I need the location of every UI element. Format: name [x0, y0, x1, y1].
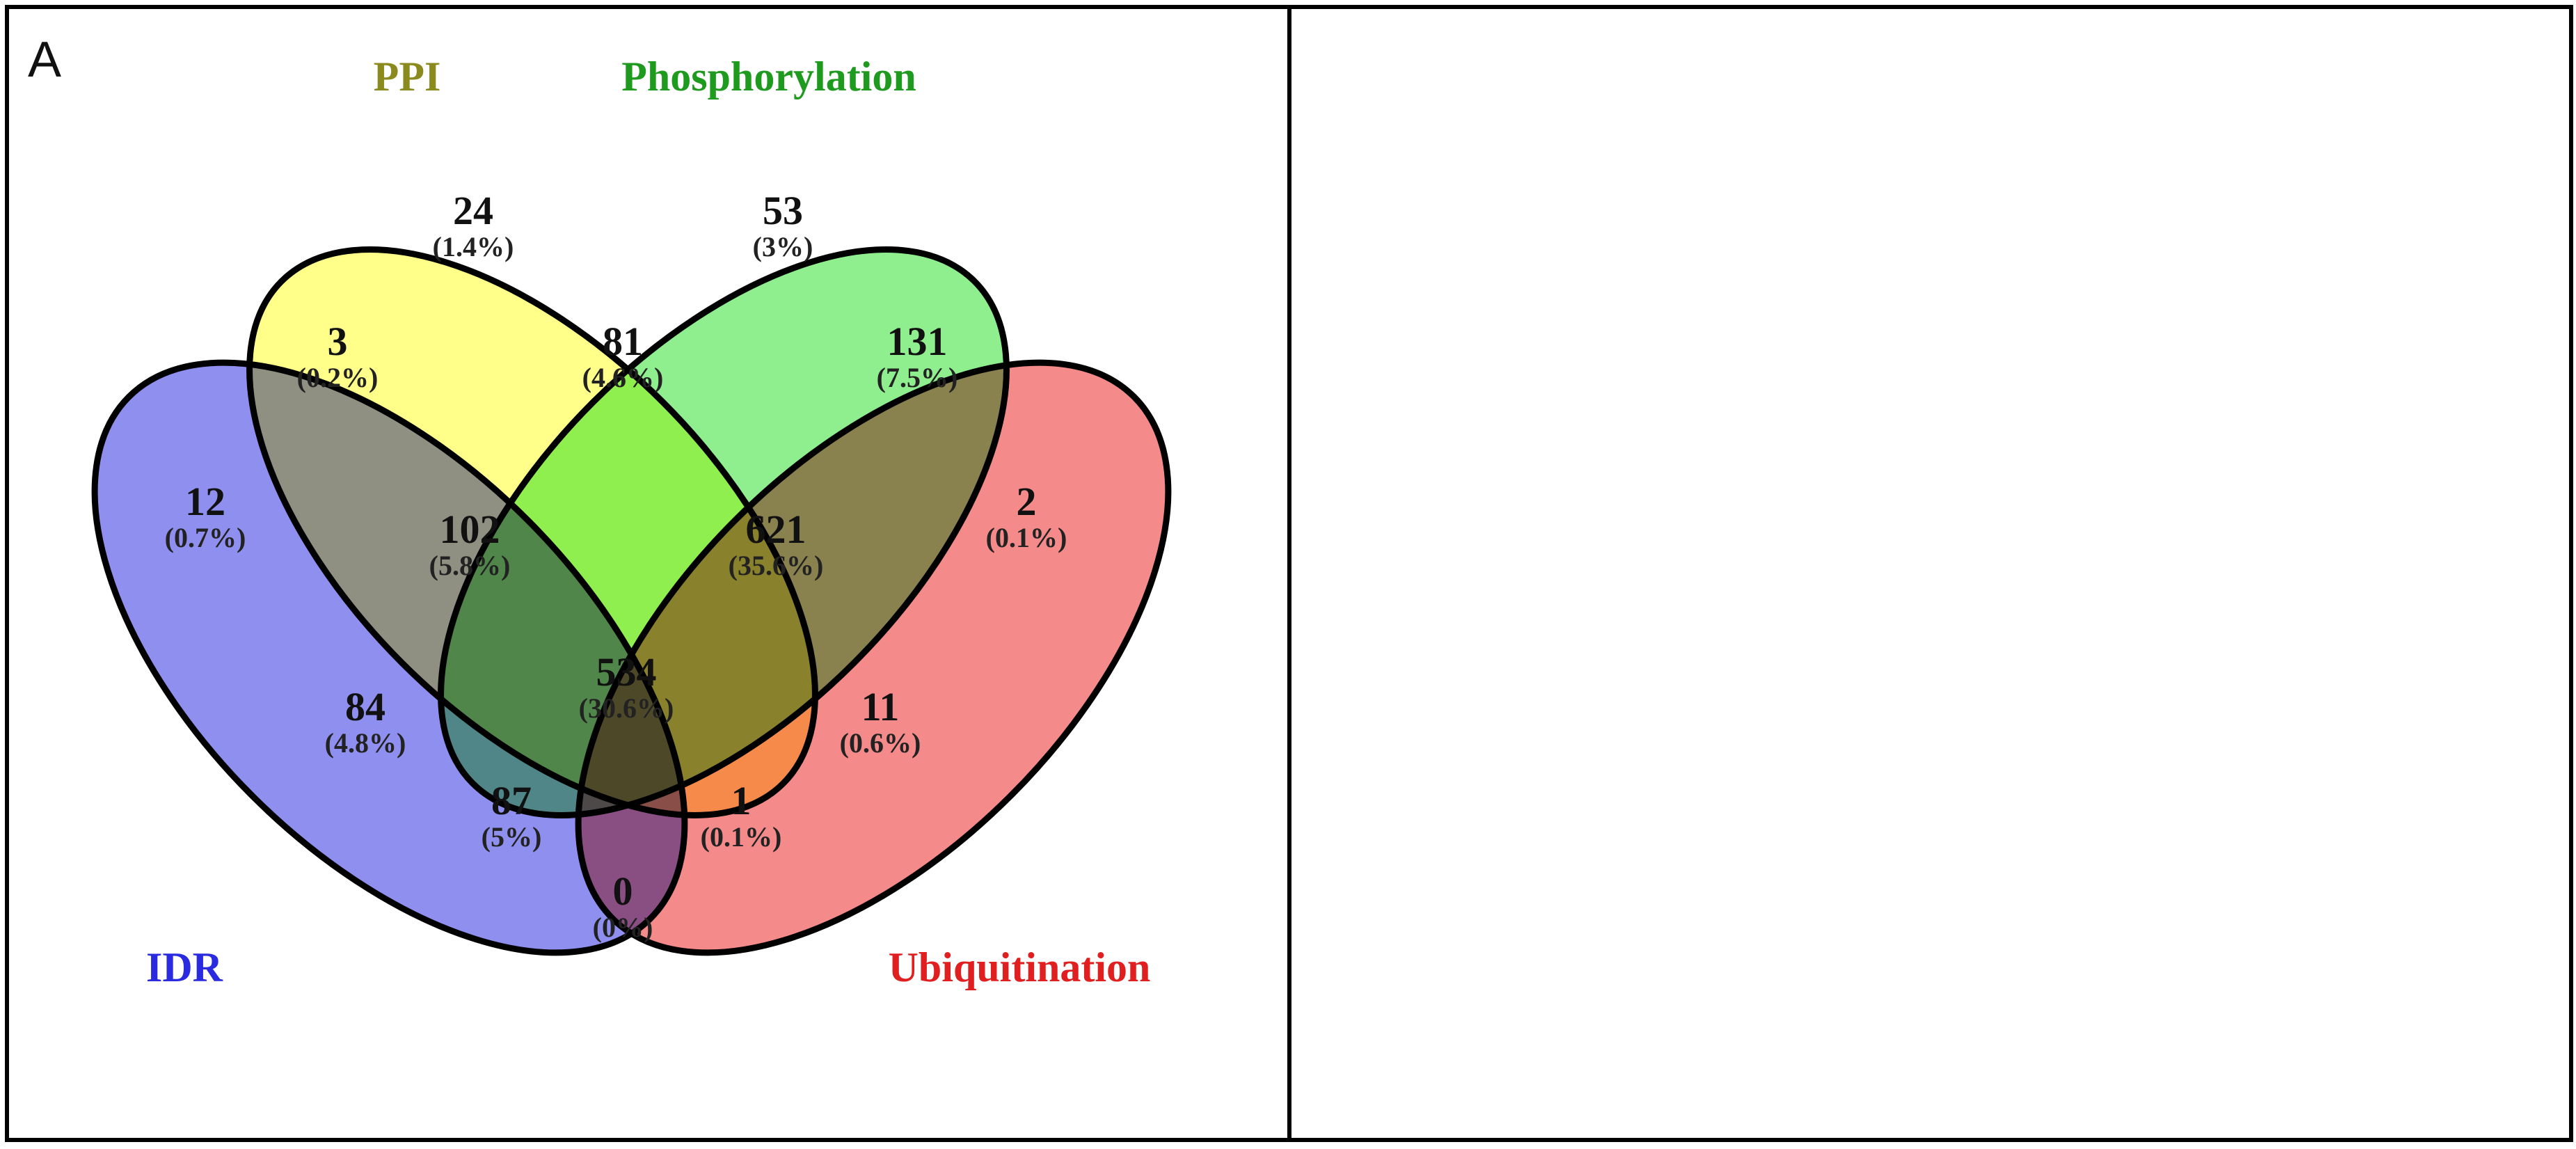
- panel-b-region-idr-only-percent: (7.3%): [1447, 522, 1529, 553]
- panel-a-region-phos-ubiq-count: 131: [887, 319, 948, 364]
- panel-a-phosphorylation-set-ellipse-outline: [438, 246, 1010, 818]
- panel-b-ubiquitination-set-ellipse-outline: [1757, 259, 2554, 1056]
- panel-a-region-idr-ppi-phos-count: 102: [440, 507, 500, 552]
- panel-a-ubiquitination-set-ellipse: [578, 363, 1168, 953]
- panel-b-region-ubiq-only-percent: (0.9%): [2268, 522, 2350, 553]
- panel-b-phos-set-label: Phosphorylation: [1904, 54, 2198, 100]
- panel-b-region-all-four-percent: (19.5%): [1861, 692, 1957, 724]
- panel-a-region-ppi-phos-ubiq-count: 621: [746, 507, 806, 552]
- panel-a-region-phos-only-percent: (3%): [753, 231, 813, 262]
- panel-a-region-idr-only-percent: (0.7%): [165, 522, 246, 553]
- panel-a-region-idr-ppi-ubiq-percent: (0.1%): [701, 821, 782, 853]
- panel-a-region-ppi-only-count: 24: [453, 188, 493, 233]
- panel-b-ppi-set-ellipse-outline: [1433, 151, 2196, 914]
- panel-b-region-ppi-ubiq-count: 276: [2133, 684, 2193, 729]
- panel-a-region-ppi-only-percent: (1.4%): [433, 231, 514, 262]
- panel-a-region-idr-ppi-ubiq-count: 1: [731, 778, 752, 823]
- panel-b-region-idr-ppi-ubiq-count: 53: [2003, 778, 2044, 823]
- panel-a-region-idr-ppi-count: 3: [328, 319, 348, 364]
- panel-a-region-ppi-phos-percent: (4.6%): [582, 362, 664, 393]
- panel-a-region-ubiq-only-count: 2: [1017, 479, 1037, 524]
- panel-b-region-idr-ubiq-count: 50: [1885, 869, 1925, 914]
- panel-b-region-phos-ubiq-percent: (5.6%): [2159, 362, 2241, 393]
- panel-a-region-ppi-ubiq-count: 11: [861, 684, 900, 729]
- panel-a-region-ppi-phos-ubiq-percent: (35.6%): [729, 550, 824, 581]
- panel-b-region-ppi-phos-percent: (8%): [1875, 362, 1936, 393]
- panel-b-region-idr-phos-ubiq-count: 1014: [1754, 778, 1834, 823]
- panel-a-region-ppi-ubiq-percent: (0.6%): [840, 727, 921, 759]
- panel-a-region-phos-ubiq-percent: (7.5%): [877, 362, 958, 393]
- panel-b-region-idr-ppi-ubiq-percent: (0.3%): [1983, 821, 2065, 853]
- panel-b-ubiquitination-set-ellipse: [1757, 259, 2554, 1056]
- panel-b-region-ppi-phos-ubiq-percent: (14.7%): [2011, 550, 2106, 581]
- panel-b-region-idr-ppi-count: 182: [1590, 319, 1651, 364]
- panel-b-letter: B: [1310, 32, 1344, 88]
- panel-b-region-ppi-phos-count: 1325: [1865, 319, 1946, 364]
- panel-a-region-idr-phos-ubiq-count: 87: [491, 778, 532, 823]
- panel-b-idr-set-label: IDR: [1429, 944, 1506, 990]
- panel-a-region-idr-phos-percent: (4.8%): [325, 727, 406, 759]
- panel-a-ubiq-set-label: Ubiquitination: [889, 944, 1151, 990]
- panel-b-phosphorylation-set-ellipse: [1625, 151, 2387, 914]
- panel-b-region-ppi-only-count: 595: [1726, 188, 1786, 233]
- panel-b-region-phos-only-percent: (12.5%): [2018, 231, 2113, 262]
- panel-b-ppi-set-ellipse: [1433, 151, 2196, 914]
- panel-a-region-idr-ppi-phos-percent: (5.8%): [429, 550, 511, 581]
- panel-b-region-idr-ppi-phos-count: 1237: [1712, 507, 1792, 552]
- panel-b-region-idr-ppi-phos-percent: (7.5%): [1712, 550, 1793, 581]
- panel-b-region-ppi-ubiq-percent: (1.7%): [2122, 727, 2204, 759]
- panel-a-phos-set-label: Phosphorylation: [621, 54, 916, 100]
- panel-b-idr-set-ellipse-outline: [1273, 259, 2071, 1056]
- panel-b-phosphorylation-set-ellipse-outline: [1625, 151, 2387, 914]
- panel-b-region-ppi-only-percent: (3.6%): [1715, 231, 1797, 262]
- panel-b-region-phos-ubiq-count: 934: [2170, 319, 2230, 364]
- panel-b-region-ppi-phos-ubiq-count: 2439: [2018, 507, 2099, 552]
- panel-a-region-ubiq-only-percent: (0.1%): [986, 522, 1067, 553]
- panel-b-region-idr-ppi-percent: (1.1%): [1580, 362, 1661, 393]
- panel-b-region-all-four-count: 3229: [1868, 649, 1949, 695]
- panel-b-region-idr-phos-ubiq-percent: (6.1%): [1754, 821, 1835, 853]
- panel-a-region-idr-phos-count: 84: [345, 684, 385, 729]
- panel-a-ppi-set-ellipse-outline: [246, 246, 818, 818]
- panel-a-ppi-set-label: PPI: [374, 54, 441, 100]
- panel-b-region-idr-ubiq-percent: (0.3%): [1865, 912, 1946, 943]
- panel-b-idr-set-ellipse: [1273, 259, 2071, 1056]
- panel-a: A PPI Phosphorylation IDR Ubiquitination 24(1…: [28, 32, 1172, 990]
- panel-a-region-idr-ppi-percent: (0.2%): [297, 362, 379, 393]
- panel-b-region-idr-only-count: 1207: [1447, 479, 1528, 524]
- panel-a-idr-set-ellipse-outline: [91, 359, 688, 956]
- panel-a-region-idr-ubiq-count: 0: [613, 869, 633, 914]
- panel-b-region-ubiq-only-count: 154: [2279, 479, 2339, 524]
- panel-a-region-idr-ubiq-percent: (0%): [593, 912, 653, 943]
- panel-a-region-idr-phos-ubiq-percent: (5%): [482, 821, 542, 853]
- panel-a-region-phos-only-count: 53: [763, 188, 803, 233]
- panel-a-region-idr-only-count: 12: [185, 479, 225, 524]
- panel-a-region-all-four-count: 534: [596, 649, 657, 695]
- panel-a-region-ppi-phos-count: 81: [603, 319, 643, 364]
- panel-a-idr-set-label: IDR: [146, 944, 223, 990]
- panel-b-ubiq-set-label: Ubiquitination: [2171, 944, 2433, 990]
- panel-b-region-idr-phos-percent: (10.9%): [1600, 727, 1696, 759]
- panel-b-region-phos-only-count: 2065: [2025, 188, 2106, 233]
- panel-b-frame: [1287, 5, 2573, 1142]
- panel-a-ubiquitination-set-ellipse-outline: [575, 359, 1172, 956]
- panel-a-letter: A: [28, 32, 61, 88]
- panel-b-ppi-set-label: PPI: [1656, 54, 1724, 100]
- panel-a-region-all-four-percent: (30.6%): [579, 692, 674, 724]
- panel-b-region-idr-phos-count: 1798: [1607, 684, 1688, 729]
